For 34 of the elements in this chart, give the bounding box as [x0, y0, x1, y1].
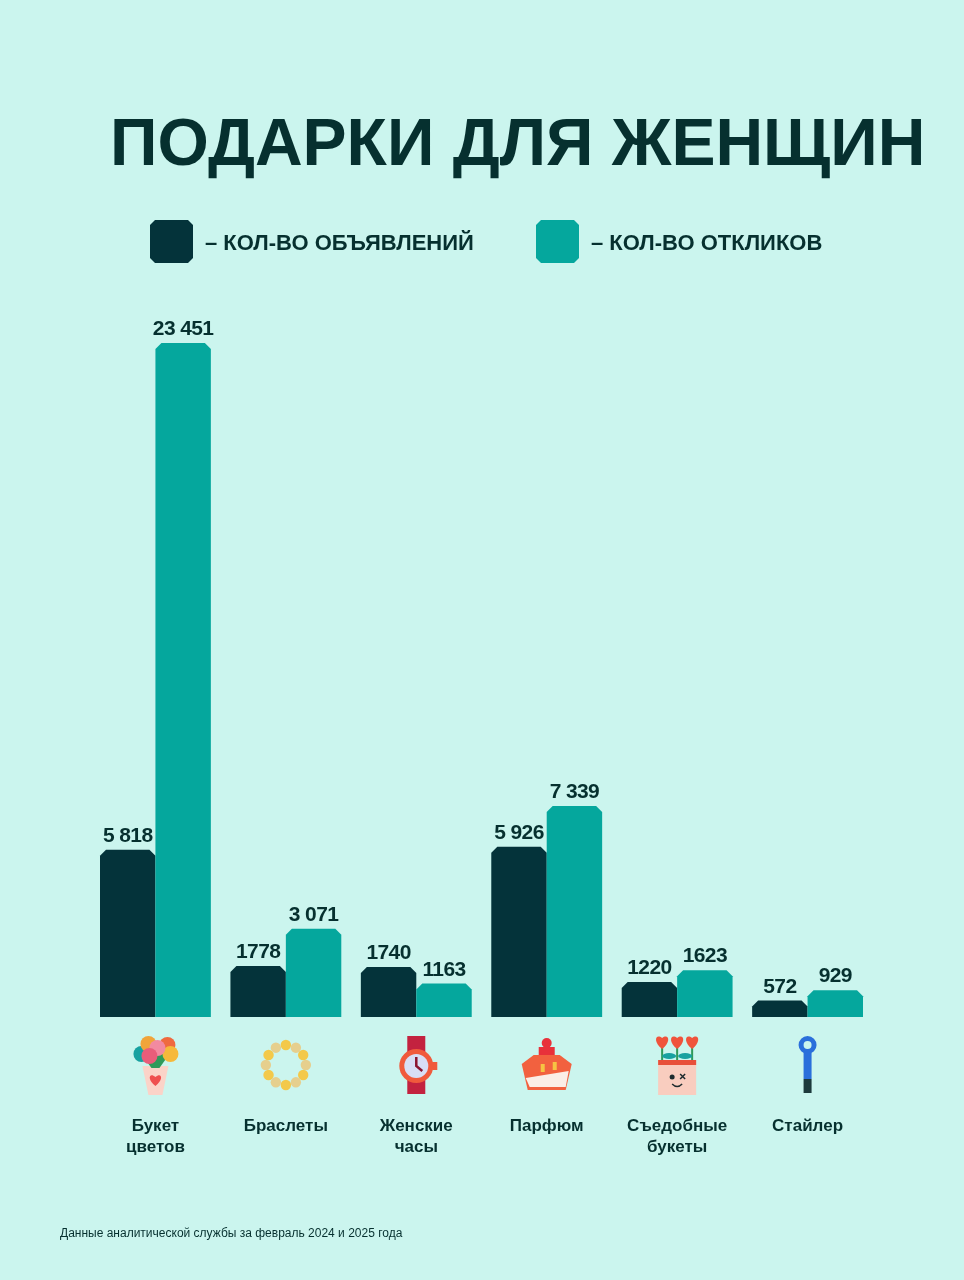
bar: [416, 983, 472, 1017]
bar: [491, 846, 547, 1017]
bar: [807, 990, 863, 1017]
bar: [360, 966, 417, 1017]
bar: [752, 1000, 808, 1017]
data-label: 1163: [422, 956, 466, 980]
data-label: 1220: [627, 954, 672, 978]
x-tick-label: Стайлер: [772, 1116, 844, 1135]
data-label: 7 339: [549, 779, 600, 803]
data-label: 3 071: [288, 901, 340, 925]
data-label: 1778: [235, 938, 282, 962]
x-tick-label: Женские часы: [378, 1116, 453, 1156]
legend-label: – КОЛ-ВО ОТКЛИКОВ: [591, 230, 823, 255]
x-tick-label: Съедобные букеты: [627, 1116, 728, 1156]
data-label: 929: [818, 963, 852, 987]
bar: [100, 849, 156, 1017]
data-label: 1623: [682, 943, 728, 967]
bar: [677, 970, 733, 1017]
bar: [546, 806, 603, 1017]
data-label: 5 926: [494, 819, 544, 843]
bar: [621, 981, 678, 1017]
x-tick-label: Парфюм: [509, 1116, 584, 1135]
data-label: 5 818: [102, 822, 154, 846]
data-label: 572: [763, 973, 797, 997]
bar: [155, 343, 211, 1017]
data-label: 23 451: [152, 316, 215, 339]
chart-title: ПОДАРКИ ДЛЯ ЖЕНЩИН: [110, 105, 926, 179]
x-tick-label: Браслеты: [243, 1116, 328, 1135]
x-tick-label: Букет цветов: [126, 1116, 185, 1156]
bar: [285, 928, 342, 1017]
data-label: 1740: [366, 939, 411, 963]
text: Данные аналитической службы за февраль 2024 и 2025 года: [60, 1226, 403, 1240]
bar: [230, 965, 286, 1017]
legend-label: – КОЛ-ВО ОБЪЯВЛЕНИЙ: [205, 230, 474, 255]
